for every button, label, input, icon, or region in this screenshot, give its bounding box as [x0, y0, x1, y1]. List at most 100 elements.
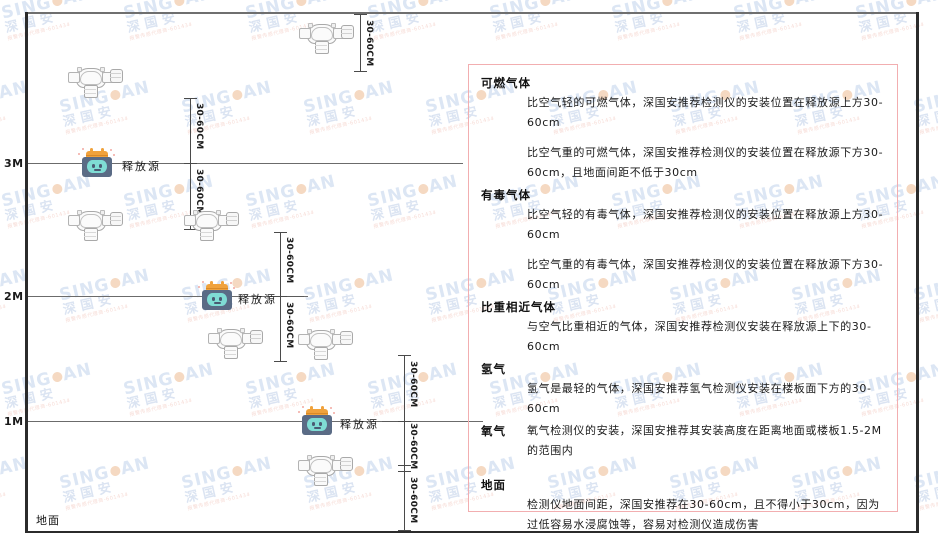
panel-section-paragraph: 氧气检测仪的安装，深国安推荐其安装高度在距离地面或楼板1.5-2M的范围内	[527, 424, 882, 457]
watermark-dot-icon	[173, 0, 186, 8]
watermark-dot-icon	[231, 465, 244, 478]
level-label-3m: 3M	[4, 157, 24, 170]
watermark-chinese: 深国安	[369, 9, 426, 37]
ground-label: 地面	[36, 514, 60, 527]
watermark-dot-icon	[51, 0, 64, 8]
panel-section-oxygen: 氧气 氧气检测仪的安装，深国安推荐其安装高度在距离地面或楼板1.5-2M的范围内	[481, 421, 887, 461]
watermark-sub: 报警传感代理商-601434	[616, 21, 681, 43]
watermark-dot-icon	[51, 183, 64, 196]
panel-section-ground: 地面 检测仪地面间距，深国安推荐在30-60cm，且不得小于30cm，因为过低容易…	[481, 475, 887, 535]
watermark-chinese: 深国安	[491, 9, 548, 37]
leader-line	[382, 421, 406, 422]
watermark-sub: 报警传感代理商-601434	[860, 21, 925, 43]
watermark-chinese: 深国安	[3, 9, 60, 37]
watermark-sub: 报警传感代理商-601434	[918, 115, 938, 137]
watermark-dot-icon	[173, 183, 186, 196]
watermark-dot-icon	[783, 0, 796, 8]
watermark-chinese: 深国安	[915, 103, 938, 131]
dimension-text: 30-60CM	[408, 477, 418, 524]
panel-section-paragraph: 比空气重的可燃气体，深国安推荐检测仪的安装位置在释放源下方30-60cm，且地面…	[527, 146, 884, 179]
watermark-dot-icon	[417, 371, 430, 384]
watermark-dot-icon	[417, 0, 430, 8]
panel-section-paragraph: 比空气轻的有毒气体，深国安推荐检测仪的安装位置在释放源上方30-60cm	[527, 208, 884, 241]
watermark-sub: 报警传感代理商-601434	[372, 21, 437, 43]
watermark-chinese: 深国安	[915, 479, 938, 507]
dimension-text: 30-60CM	[194, 169, 204, 216]
dimension-text: 30-60CM	[408, 423, 418, 470]
panel-section-paragraph: 与空气比重相近的气体，深国安推荐检测仪安装在释放源上下的30-60cm	[527, 320, 872, 353]
gas-detector-icon	[296, 452, 353, 488]
watermark-sub: 报警传感代理商-601434	[128, 21, 193, 43]
watermark-sub: 报警传感代理商-601434	[6, 21, 71, 43]
dimension-text: 30-60CM	[284, 237, 294, 284]
watermark-chinese: 深国安	[369, 197, 426, 225]
frame-top-line	[25, 12, 918, 14]
panel-spacer	[481, 461, 887, 475]
watermark-chinese: 深国安	[305, 103, 362, 131]
level-label-2m: 2M	[4, 290, 24, 303]
dimension-text: 30-60CM	[284, 302, 294, 349]
watermark-sub: 报警传感代理商-601434	[0, 115, 7, 137]
watermark-chinese: 深国安	[613, 9, 670, 37]
panel-section-heading: 氧气	[481, 424, 506, 438]
panel-section-paragraph: 检测仪地面间距，深国安推荐在30-60cm，且不得小于30cm，因为过低容易水浸…	[527, 498, 880, 531]
release-source-icon	[298, 406, 335, 437]
panel-section-paragraph: 氢气是最轻的气体，深国安推荐氢气检测仪安装在楼板面下方的30-60cm	[527, 382, 872, 415]
gas-detector-icon	[66, 207, 123, 243]
watermark-dot-icon	[295, 183, 308, 196]
watermark-chinese: 深国安	[183, 479, 240, 507]
watermark-dot-icon	[295, 371, 308, 384]
watermark-dot-icon	[173, 371, 186, 384]
watermark-sub: 报警传感代理商-601434	[373, 391, 464, 419]
release-source-label: 释放源	[122, 160, 161, 173]
watermark-sub: 报警传感代理商-601434	[250, 209, 315, 231]
gas-detector-icon	[297, 20, 354, 56]
watermark-dot-icon	[51, 371, 64, 384]
gas-detector-icon	[66, 64, 123, 100]
panel-section-paragraph: 比空气轻的可燃气体，深国安推荐检测仪的安装位置在释放源上方30-60cm	[527, 96, 884, 129]
level-line-1m	[28, 421, 483, 422]
panel-section-heading: 可燃气体	[481, 76, 531, 90]
panel-section-combustible-gas: 可燃气体比空气轻的可燃气体，深国安推荐检测仪的安装位置在释放源上方30-60cm…	[481, 73, 887, 183]
dimension-text: 30-60CM	[364, 20, 374, 67]
panel-section-hydrogen: 氢气 氢气是最轻的气体，深国安推荐氢气检测仪安装在楼板面下方的30-60cm	[481, 359, 887, 419]
watermark-chinese: 深国安	[857, 9, 914, 37]
watermark-chinese: 深国安	[915, 291, 938, 319]
release-source-label: 释放源	[238, 293, 277, 306]
watermark-sub: 报警传感代理商-601434	[64, 491, 129, 513]
watermark-sub: 报警传感代理商-601434	[64, 303, 129, 325]
watermark-sub: 报警传感代理商-601434	[0, 491, 7, 513]
watermark-chinese: 深国安	[305, 291, 362, 319]
watermark-chinese: 深国安	[735, 9, 792, 37]
panel-section-paragraph: 比空气重的有毒气体，深国安推荐检测仪的安装位置在释放源下方30-60cm	[527, 258, 884, 291]
watermark-dot-icon	[661, 0, 674, 8]
watermark-dot-icon	[295, 0, 308, 8]
panel-section-similar-density-gas: 比重相近气体与空气比重相近的气体，深国安推荐检测仪安装在释放源上下的30-60c…	[481, 297, 887, 357]
dimension-text: 30-60CM	[194, 103, 204, 150]
watermark-sub: 报警传感代理商-601434	[372, 209, 437, 231]
level-line-2m	[28, 296, 308, 297]
watermark-dot-icon	[417, 183, 430, 196]
release-source-label: 释放源	[340, 418, 379, 431]
panel-section-heading: 比重相近气体	[481, 300, 556, 314]
watermark-sub: 报警传感代理商-601434	[128, 397, 193, 419]
